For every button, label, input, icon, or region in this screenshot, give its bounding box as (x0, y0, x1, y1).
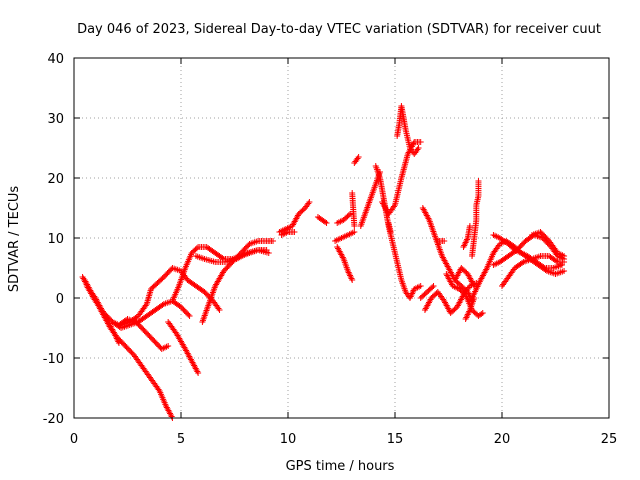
data-point (561, 268, 568, 274)
data-point (351, 223, 358, 229)
series-track-14 (334, 244, 356, 283)
data-point (478, 311, 485, 317)
series-track-21 (394, 103, 422, 157)
data-point (417, 283, 424, 289)
data-point (322, 219, 329, 225)
data-point (561, 253, 568, 259)
data-point (387, 229, 394, 235)
series-track-15 (332, 229, 358, 244)
series-track-22 (385, 220, 394, 235)
data-point (441, 238, 448, 244)
x-tick-label: 15 (387, 432, 404, 447)
series-track-6 (165, 319, 202, 376)
series-track-28 (469, 178, 482, 259)
data-point (561, 259, 568, 265)
y-axis-label: SDTVAR / TECUs (7, 186, 22, 293)
y-tick-label: -10 (43, 352, 64, 367)
y-tick-label: 30 (47, 112, 64, 127)
data-point (306, 199, 313, 205)
data-point (466, 223, 473, 229)
data-point (165, 343, 172, 349)
x-axis-label: GPS time / hours (286, 459, 395, 474)
series-track-35 (499, 253, 568, 289)
chart-title: Day 046 of 2023, Sidereal Day-to-day VTE… (77, 22, 601, 37)
data-point (186, 313, 193, 319)
data-point (479, 310, 486, 316)
x-tick-label: 10 (280, 432, 297, 447)
data-point (415, 145, 422, 151)
data-point (553, 258, 560, 264)
data-point (417, 139, 424, 145)
series-track-8 (199, 238, 277, 325)
data-point (291, 229, 298, 235)
series-track-36 (528, 229, 568, 259)
data-point (351, 229, 358, 235)
series-track-12 (314, 214, 330, 226)
x-tick-label: 25 (601, 432, 618, 447)
series-track-13 (334, 211, 354, 226)
y-tick-label: -20 (43, 412, 64, 427)
y-tick-label: 10 (47, 232, 64, 247)
x-tick-label: 5 (177, 432, 185, 447)
data-point (430, 283, 437, 289)
data-point (429, 284, 436, 291)
data-marks (79, 103, 568, 421)
series-track-30 (460, 223, 473, 250)
series-track-25 (417, 283, 437, 301)
series-track-18 (349, 190, 358, 229)
data-point (185, 311, 192, 318)
data-point (347, 211, 354, 217)
data-point (265, 250, 272, 256)
data-point (216, 307, 223, 313)
x-tick-label: 20 (494, 432, 511, 447)
data-point (195, 370, 202, 376)
data-point (542, 267, 549, 273)
series-track-24 (421, 280, 480, 316)
data-point (193, 245, 200, 252)
axis-ticks: 0 5 10 15 20 25 -20 -10 0 10 20 30 40 (43, 52, 618, 447)
data-point (270, 238, 277, 244)
series-track-31 (451, 265, 478, 289)
data-point (475, 178, 482, 184)
data-point (159, 302, 166, 308)
y-tick-label: 40 (47, 52, 64, 67)
series-track-27 (443, 271, 486, 319)
y-tick-label: 20 (47, 172, 64, 187)
x-tick-label: 0 (70, 432, 78, 447)
series-track-26 (434, 238, 448, 244)
series-track-4 (118, 265, 223, 328)
series-track-11 (278, 229, 298, 238)
data-point (355, 154, 362, 160)
series-track-17 (351, 154, 362, 166)
y-tick-label: 0 (56, 292, 64, 307)
series-track-5 (109, 316, 172, 352)
series-track-9 (192, 247, 272, 265)
data-point (349, 277, 356, 283)
data-point (518, 260, 525, 266)
data-point (323, 220, 330, 226)
